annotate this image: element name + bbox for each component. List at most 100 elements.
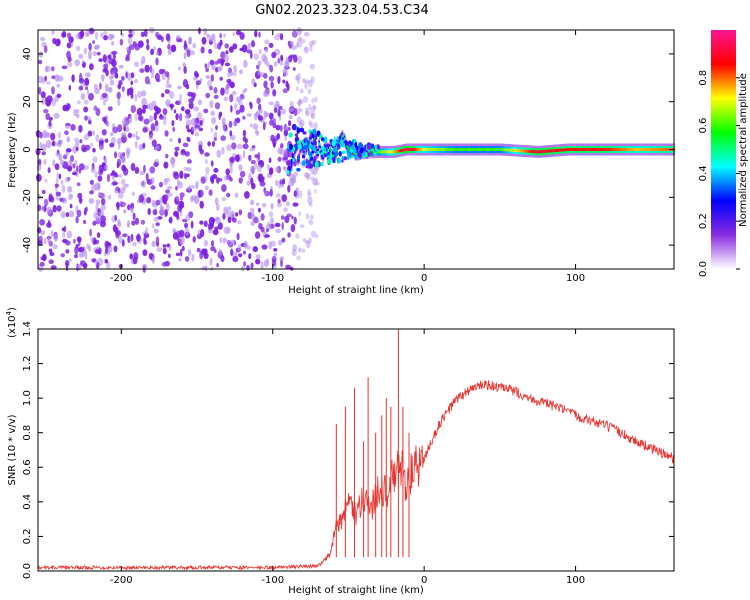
ridge-core (631, 148, 633, 151)
ridge-core (328, 149, 330, 152)
noise-blob (53, 234, 59, 242)
noise-blob (275, 124, 281, 131)
noise-blob (182, 62, 186, 67)
noise-blob (156, 51, 159, 56)
noise-blob (238, 253, 243, 258)
noise-blob (50, 230, 54, 238)
ridge-core (318, 142, 320, 146)
noise-blob (54, 183, 59, 188)
noise-blob (307, 188, 311, 196)
noise-blob (117, 235, 123, 244)
ridge-core (302, 147, 305, 151)
noise-blob (139, 171, 145, 176)
noise-blob (52, 244, 58, 250)
ridge-core (552, 149, 555, 153)
noise-blob (118, 174, 123, 178)
noise-blob (165, 153, 169, 159)
noise-blob (154, 145, 160, 150)
noise-blob (238, 177, 243, 184)
noise-blob (130, 207, 134, 214)
noise-blob (88, 198, 95, 204)
ridge-blob (297, 143, 302, 150)
noise-blob (104, 83, 109, 93)
noise-blob (195, 181, 199, 190)
noise-blob (282, 88, 288, 94)
noise-blob (121, 155, 126, 163)
ridge-blob (325, 146, 328, 153)
noise-blob (103, 35, 108, 41)
noise-blob (142, 142, 146, 148)
noise-blob (192, 76, 198, 81)
noise-blob (315, 177, 318, 183)
ridge-core (477, 148, 479, 151)
ridge-core (428, 148, 431, 151)
ridge-core (600, 148, 602, 151)
spectrogram-noise-region (35, 26, 320, 273)
noise-blob (291, 215, 294, 220)
noise-blob (118, 80, 123, 86)
noise-blob (37, 75, 44, 84)
x-tick-label: 100 (566, 273, 585, 284)
ridge-blob (376, 144, 380, 150)
ridge-core (587, 148, 590, 151)
noise-blob (156, 247, 163, 252)
noise-blob (73, 109, 78, 117)
noise-blob (218, 177, 223, 182)
noise-blob (270, 240, 276, 247)
ridge-core (349, 149, 351, 153)
noise-blob (155, 78, 161, 83)
noise-blob (208, 38, 214, 43)
ridge-core (316, 151, 318, 155)
noise-blob (69, 203, 73, 209)
noise-blob (89, 63, 94, 71)
noise-blob (148, 133, 154, 141)
noise-blob (255, 258, 261, 265)
noise-blob (153, 216, 159, 222)
noise-blob (296, 255, 301, 261)
noise-blob (151, 240, 156, 248)
noise-blob (77, 192, 83, 199)
noise-blob (291, 45, 297, 51)
ridge-core (661, 148, 664, 151)
ridge-core (643, 148, 646, 151)
noise-blob (200, 176, 206, 184)
noise-blob (292, 67, 296, 71)
ridge-blob (337, 143, 340, 149)
noise-blob (247, 211, 253, 220)
noise-blob (56, 205, 62, 212)
noise-blob (41, 205, 45, 211)
ridge-core (485, 148, 488, 151)
ridge-core (319, 148, 322, 151)
noise-blob (104, 259, 109, 264)
ridge-core (475, 148, 477, 151)
noise-blob (178, 257, 182, 262)
noise-blob (43, 45, 48, 53)
noise-blob (250, 221, 255, 226)
noise-blob (40, 98, 46, 105)
noise-blob (92, 40, 95, 44)
noise-blob (188, 98, 194, 103)
noise-blob (94, 249, 101, 254)
ridge-blob (303, 144, 308, 151)
noise-blob (296, 42, 299, 48)
ridge-core (612, 148, 614, 151)
noise-blob (153, 112, 157, 121)
noise-blob (256, 97, 261, 104)
noise-blob (221, 184, 227, 193)
ridge-core (465, 148, 468, 151)
noise-blob (303, 171, 309, 178)
noise-blob (143, 164, 146, 173)
noise-blob (98, 182, 101, 190)
noise-blob (177, 179, 180, 187)
ridge-core (549, 149, 552, 153)
ridge-core (634, 148, 636, 151)
noise-blob (261, 53, 267, 62)
ridge-core (580, 148, 582, 151)
noise-blob (254, 154, 259, 159)
noise-blob (252, 123, 258, 130)
noise-blob (184, 227, 190, 236)
ridge-blob (331, 139, 336, 147)
noise-blob (105, 69, 109, 77)
noise-blob (67, 61, 73, 67)
